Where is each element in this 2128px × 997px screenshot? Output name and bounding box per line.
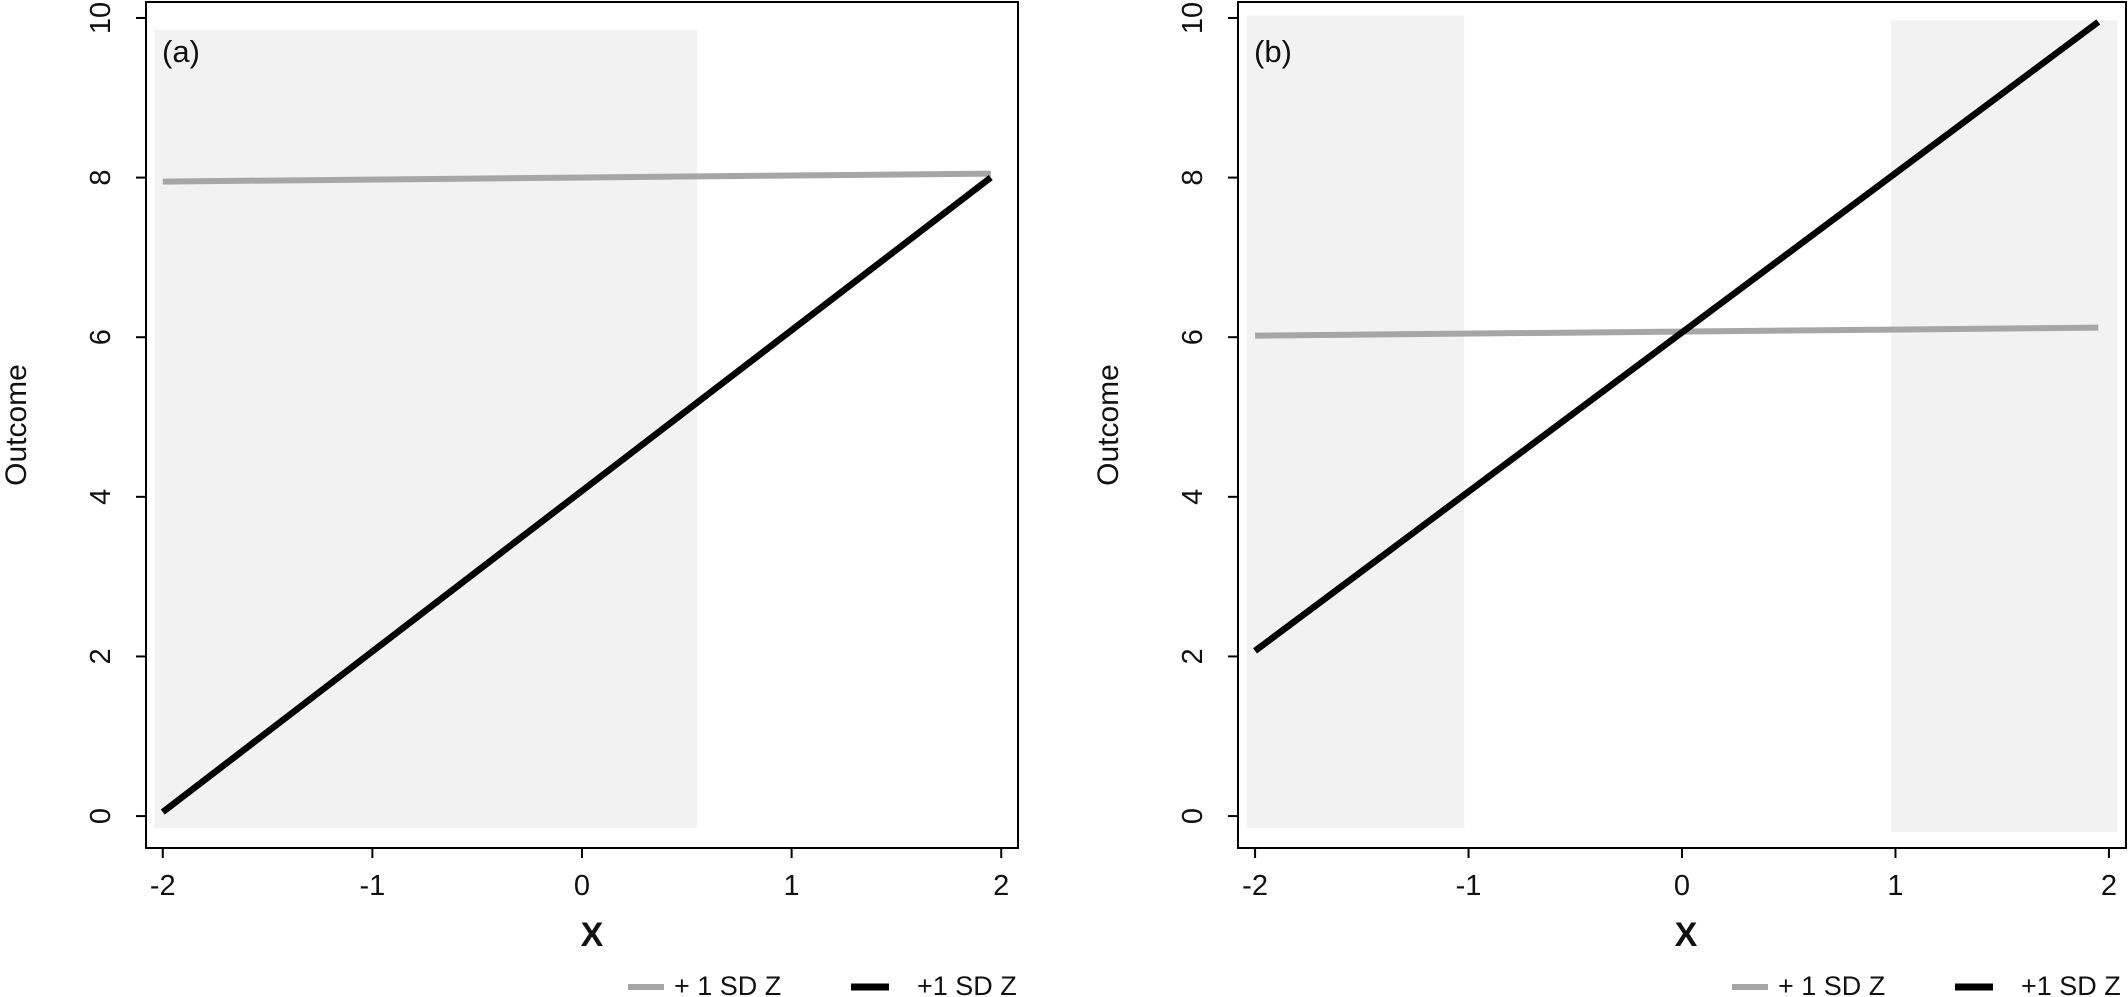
panel-b-series (1253, 19, 2101, 654)
panel-a-y-tick-label-8: 8 (85, 170, 117, 186)
panel-a-series-line-0 (162, 170, 991, 185)
panel-b-x-tick-label--2: -2 (1242, 870, 1268, 902)
panel-a-y-ticks: 0 2 4 6 8 10 (85, 2, 146, 824)
panel-b-y-tick-label-8: 8 (1177, 170, 1209, 186)
panel-a-shaded-regions (154, 29, 698, 829)
panel-b-series-line-1 (1253, 19, 2101, 654)
panel-a: 0 2 4 6 8 10 -2 -1 0 1 2 (a) Outcome X + 1 SD Z +… (0, 1, 1019, 997)
panel-a-legend-label-1: +1 SD Z (917, 971, 1017, 997)
panel-a-label: (a) (162, 34, 200, 69)
panel-b: 0 2 4 6 8 10 -2 -1 0 1 2 (b) Outcome X + 1 SD Z +… (1092, 1, 2127, 997)
panel-b-y-ticks: 0 2 4 6 8 10 (1177, 2, 1238, 824)
panel-b-y-tick-label-2: 2 (1177, 648, 1209, 664)
panel-b-legend-label-1: +1 SD Z (2021, 971, 2121, 997)
panel-b-y-tick-label-10: 10 (1177, 2, 1209, 34)
panel-b-x-tick-label--1: -1 (1456, 870, 1482, 902)
panel-b-y-tick-label-4: 4 (1177, 489, 1209, 505)
panel-b-legend: + 1 SD Z +1 SD Z (1732, 971, 2121, 997)
panel-b-x-tick-label-2: 2 (2101, 870, 2117, 902)
panel-a-y-tick-label-10: 10 (85, 2, 117, 34)
panel-b-x-tick-label-1: 1 (1887, 870, 1903, 902)
panel-a-x-tick-label--2: -2 (150, 870, 176, 902)
panel-a-y-axis-title: Outcome (0, 364, 33, 486)
panel-a-series-line-1 (160, 175, 993, 815)
panel-a-y-tick-label-4: 4 (85, 489, 117, 505)
panel-b-x-ticks: -2 -1 0 1 2 (1242, 848, 2117, 902)
panel-a-x-tick-label--1: -1 (359, 870, 385, 902)
panel-b-y-axis-title: Outcome (1092, 364, 1125, 486)
panel-b-x-axis-title: X (1675, 916, 1698, 954)
panel-b-x-tick-label-0: 0 (1674, 870, 1690, 902)
panel-a-x-ticks: -2 -1 0 1 2 (150, 848, 1009, 902)
panel-a-x-tick-label-0: 0 (574, 870, 590, 902)
panel-b-shaded-region-0 (1246, 15, 1465, 829)
panel-b-y-tick-label-6: 6 (1177, 329, 1209, 345)
panel-a-x-axis-title: X (581, 916, 604, 954)
panel-b-y-tick-label-0: 0 (1177, 808, 1209, 824)
panel-a-y-tick-label-2: 2 (85, 648, 117, 664)
panel-a-shaded-region-0 (154, 29, 698, 829)
panel-b-label: (b) (1254, 34, 1292, 69)
panel-a-legend: + 1 SD Z +1 SD Z (628, 971, 1017, 997)
panel-b-shaded-region-1 (1891, 20, 2118, 833)
panel-a-x-tick-label-1: 1 (784, 870, 800, 902)
panel-a-x-tick-label-2: 2 (993, 870, 1009, 902)
panel-b-legend-label-0: + 1 SD Z (1778, 971, 1885, 997)
panel-b-series-line-0 (1255, 324, 2099, 339)
panel-a-series (160, 170, 993, 815)
panel-a-y-tick-label-0: 0 (85, 808, 117, 824)
panel-a-y-tick-label-6: 6 (85, 329, 117, 345)
panel-b-shaded-regions (1246, 15, 2118, 833)
panel-a-legend-label-0: + 1 SD Z (674, 971, 781, 997)
